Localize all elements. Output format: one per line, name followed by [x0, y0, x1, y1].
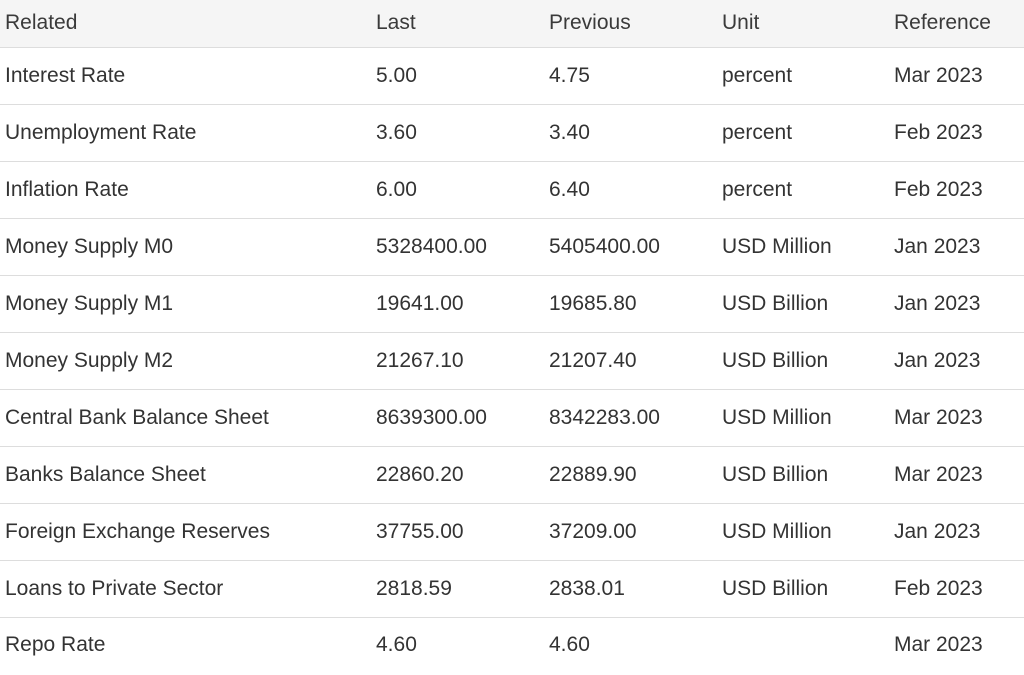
column-header-reference[interactable]: Reference	[889, 0, 1024, 48]
table-header: Related Last Previous Unit Reference	[0, 0, 1024, 48]
table-row[interactable]: Interest Rate 5.00 4.75 percent Mar 2023	[0, 47, 1024, 105]
reference-date: Jan 2023	[889, 332, 1024, 390]
table-row[interactable]: Inflation Rate 6.00 6.40 percent Feb 202…	[0, 161, 1024, 219]
unit-value: USD Billion	[717, 332, 889, 390]
last-value: 21267.10	[371, 332, 544, 390]
related-link[interactable]: Banks Balance Sheet	[0, 446, 371, 504]
last-value: 6.00	[371, 161, 544, 219]
related-link[interactable]: Interest Rate	[0, 47, 371, 105]
unit-value: percent	[717, 47, 889, 105]
related-link[interactable]: Inflation Rate	[0, 161, 371, 219]
last-value: 5328400.00	[371, 218, 544, 276]
last-value: 8639300.00	[371, 389, 544, 447]
related-link[interactable]: Money Supply M0	[0, 218, 371, 276]
unit-value: USD Billion	[717, 446, 889, 504]
column-header-unit[interactable]: Unit	[717, 0, 889, 48]
previous-value: 2838.01	[544, 560, 717, 618]
previous-value: 4.75	[544, 47, 717, 105]
reference-date: Mar 2023	[889, 389, 1024, 447]
last-value: 3.60	[371, 104, 544, 162]
reference-date: Jan 2023	[889, 218, 1024, 276]
previous-value: 21207.40	[544, 332, 717, 390]
reference-date: Feb 2023	[889, 161, 1024, 219]
previous-value: 3.40	[544, 104, 717, 162]
unit-value	[717, 617, 889, 673]
reference-date: Mar 2023	[894, 633, 983, 657]
table-row[interactable]: Money Supply M1 19641.00 19685.80 USD Bi…	[0, 275, 1024, 333]
unit-value: USD Million	[717, 218, 889, 276]
related-link[interactable]: Loans to Private Sector	[0, 560, 371, 618]
column-header-last[interactable]: Last	[371, 0, 544, 48]
last-value: 22860.20	[371, 446, 544, 504]
column-header-previous[interactable]: Previous	[544, 0, 717, 48]
last-value: 2818.59	[371, 560, 544, 618]
previous-value: 8342283.00	[544, 389, 717, 447]
previous-value: 37209.00	[544, 503, 717, 561]
header-row: Related Last Previous Unit Reference	[0, 0, 1024, 48]
unit-value: USD Billion	[717, 560, 889, 618]
related-link[interactable]: Repo Rate	[5, 633, 106, 657]
reference-date: Feb 2023	[889, 104, 1024, 162]
previous-value: 6.40	[544, 161, 717, 219]
column-header-related[interactable]: Related	[0, 0, 371, 48]
related-link[interactable]: Foreign Exchange Reserves	[0, 503, 371, 561]
table-row[interactable]: Repo Rate 4.60 4.60 Mar 2023	[0, 617, 1024, 673]
unit-value: percent	[717, 161, 889, 219]
last-value: 19641.00	[371, 275, 544, 333]
reference-date: Mar 2023	[889, 446, 1024, 504]
table-row[interactable]: Money Supply M2 21267.10 21207.40 USD Bi…	[0, 332, 1024, 390]
last-value: 5.00	[371, 47, 544, 105]
last-value: 4.60	[376, 633, 417, 657]
reference-date: Jan 2023	[889, 275, 1024, 333]
reference-date: Jan 2023	[889, 503, 1024, 561]
table-row[interactable]: Foreign Exchange Reserves 37755.00 37209…	[0, 503, 1024, 561]
previous-value: 19685.80	[544, 275, 717, 333]
related-link[interactable]: Unemployment Rate	[0, 104, 371, 162]
table-row[interactable]: Loans to Private Sector 2818.59 2838.01 …	[0, 560, 1024, 618]
unit-value: percent	[717, 104, 889, 162]
last-value: 37755.00	[371, 503, 544, 561]
table-row[interactable]: Banks Balance Sheet 22860.20 22889.90 US…	[0, 446, 1024, 504]
table-row[interactable]: Central Bank Balance Sheet 8639300.00 83…	[0, 389, 1024, 447]
related-link[interactable]: Central Bank Balance Sheet	[0, 389, 371, 447]
related-link[interactable]: Money Supply M2	[0, 332, 371, 390]
unit-value: USD Billion	[717, 275, 889, 333]
related-link[interactable]: Money Supply M1	[0, 275, 371, 333]
reference-date: Feb 2023	[889, 560, 1024, 618]
previous-value: 5405400.00	[544, 218, 717, 276]
previous-value: 22889.90	[544, 446, 717, 504]
unit-value: USD Million	[717, 503, 889, 561]
table-body: Interest Rate 5.00 4.75 percent Mar 2023…	[0, 47, 1024, 673]
table-row[interactable]: Unemployment Rate 3.60 3.40 percent Feb …	[0, 104, 1024, 162]
reference-date: Mar 2023	[889, 47, 1024, 105]
unit-value: USD Million	[717, 389, 889, 447]
table-row[interactable]: Money Supply M0 5328400.00 5405400.00 US…	[0, 218, 1024, 276]
previous-value: 4.60	[549, 633, 590, 657]
